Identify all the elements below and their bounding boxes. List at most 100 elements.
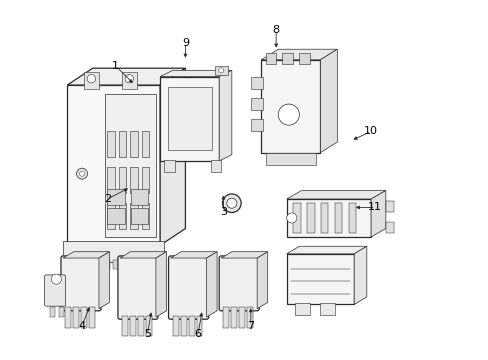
Polygon shape [63,252,109,258]
Bar [164,160,175,172]
Bar [299,53,309,64]
Bar [181,316,186,336]
Bar [141,203,149,229]
Circle shape [226,198,236,208]
Bar [130,203,138,229]
Bar [250,77,262,89]
Polygon shape [320,49,337,153]
Circle shape [51,274,61,284]
Polygon shape [261,49,337,60]
FancyBboxPatch shape [168,256,208,319]
Bar [73,307,79,328]
Bar [65,307,71,328]
Bar [320,203,328,233]
Bar [223,307,229,328]
Bar [49,307,55,317]
Bar [306,203,314,233]
Bar [231,307,237,328]
Text: 10: 10 [364,126,377,136]
Polygon shape [160,68,185,246]
Bar [105,94,156,237]
Bar [292,203,300,233]
Bar [119,203,126,229]
Bar [215,66,227,75]
Polygon shape [156,252,166,317]
FancyBboxPatch shape [61,256,101,311]
Bar [130,131,138,157]
Bar [107,208,125,224]
Polygon shape [160,70,231,77]
Bar [160,77,219,161]
Bar [81,307,87,328]
Text: 9: 9 [182,38,188,48]
Circle shape [80,171,84,176]
Polygon shape [221,252,267,258]
Polygon shape [206,252,217,317]
Bar [334,203,342,233]
Text: 5: 5 [143,329,151,339]
Text: 7: 7 [247,320,254,330]
Bar [124,260,132,269]
Polygon shape [353,246,366,305]
Bar [138,316,143,336]
Bar [130,208,148,224]
Circle shape [222,194,241,212]
Circle shape [87,75,95,83]
Polygon shape [170,252,217,258]
Bar [320,303,334,315]
Bar [167,87,211,150]
Bar [188,316,194,336]
Bar [135,260,142,269]
Bar [265,153,316,165]
Bar [63,241,164,262]
Text: 2: 2 [103,194,111,204]
Bar [348,203,356,233]
Circle shape [77,168,87,179]
Text: 3: 3 [220,207,226,217]
Bar [119,131,126,157]
Bar [91,260,99,269]
Bar [107,203,115,229]
Text: 1: 1 [112,61,119,71]
Bar [385,222,393,233]
Bar [265,53,276,64]
Bar [286,199,370,237]
FancyBboxPatch shape [219,256,259,311]
Bar [146,260,154,269]
Bar [141,131,149,157]
Bar [145,316,151,336]
Text: 6: 6 [194,329,201,339]
Bar [286,254,353,305]
Polygon shape [120,252,166,258]
Bar [210,160,221,172]
Polygon shape [67,68,185,85]
Bar [295,303,309,315]
Bar [59,307,64,317]
Bar [385,201,393,212]
Polygon shape [99,252,109,309]
Bar [67,85,160,246]
Text: 8: 8 [272,25,279,35]
Bar [80,260,88,269]
Bar [130,167,138,193]
Bar [172,316,178,336]
Bar [89,307,95,328]
Polygon shape [286,190,385,199]
Bar [246,307,252,328]
Bar [250,98,262,111]
Bar [130,316,136,336]
FancyBboxPatch shape [118,256,158,319]
Circle shape [286,213,296,223]
Bar [122,316,128,336]
Bar [84,72,99,89]
Polygon shape [219,70,231,161]
Bar [69,260,77,269]
Bar [130,189,148,205]
Bar [196,316,202,336]
Polygon shape [286,246,366,254]
Bar [107,167,115,193]
Bar [239,307,244,328]
Circle shape [125,75,133,83]
Bar [119,167,126,193]
Circle shape [218,68,224,73]
